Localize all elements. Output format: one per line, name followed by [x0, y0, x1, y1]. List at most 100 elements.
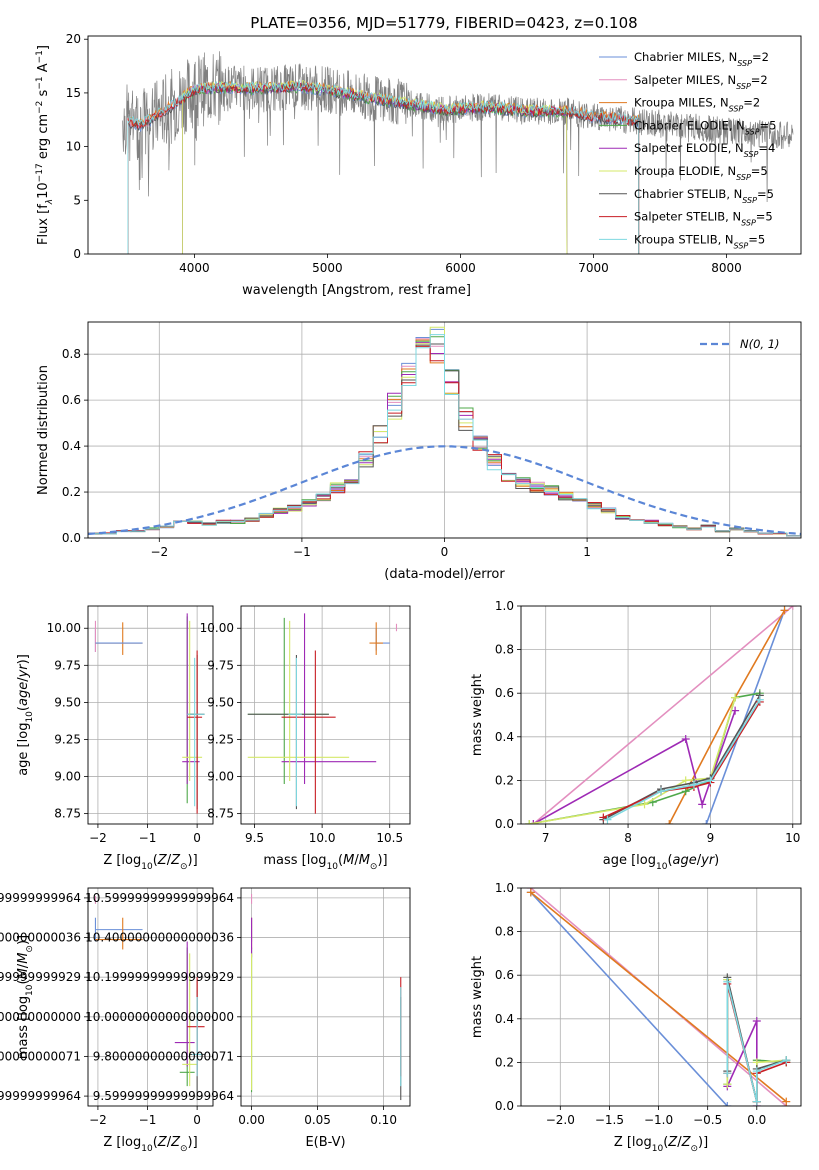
plot-area — [122, 51, 794, 254]
weight-line — [668, 610, 786, 824]
y-tick-label: 0.0 — [495, 817, 514, 831]
y-tick-label: 0.4 — [62, 439, 81, 453]
weight-line — [607, 699, 761, 821]
y-tick-label: 0 — [73, 247, 81, 261]
weight-point — [788, 606, 797, 610]
weight-point — [731, 706, 740, 715]
panel-6: −2 −1 0 9.59999999999999964 9.80000000000000… — [0, 887, 214, 1154]
y-tick-label: 0.6 — [62, 393, 81, 407]
y-tick-label: 0.4 — [495, 730, 514, 744]
x-tick-label: 5000 — [312, 261, 343, 275]
plot-area — [521, 888, 801, 1106]
x-tick-label: 7 — [542, 831, 550, 845]
legend-entry: Chabrier MILES, NSSP=2 — [634, 50, 769, 68]
weight-line — [726, 1020, 758, 1106]
weight-point — [782, 1097, 791, 1106]
plot-area — [88, 606, 213, 824]
x-tick-label: 6000 — [445, 261, 476, 275]
weight-point — [723, 1069, 732, 1078]
x-tick-label: 9 — [707, 831, 715, 845]
x-tick-label: 0.05 — [304, 1113, 331, 1127]
x-tick-label: 10.5 — [376, 831, 403, 845]
weight-point — [640, 800, 649, 809]
x-axis-label: Z [log10(Z/Z⊙)] — [103, 1135, 197, 1154]
x-tick-label: 0 — [441, 545, 449, 559]
y-tick-label: 20 — [66, 32, 81, 46]
plot-area — [241, 606, 410, 824]
legend-entry: Chabrier ELODIE, NSSP=5 — [634, 118, 776, 136]
x-tick-label: −1 — [139, 1113, 157, 1127]
panel-1: 4000 5000 6000 7000 8000 0 5 10 15 20 Chabrier MIL… — [35, 32, 802, 298]
legend-entry: Salpeter STELIB, NSSP=5 — [634, 210, 773, 228]
weight-line — [530, 891, 787, 1103]
y-tick-label: 0.6 — [495, 968, 514, 982]
y-tick-label: 0.8 — [495, 925, 514, 939]
legend: Chabrier MILES, NSSP=2 Salpeter MILES, NS… — [599, 50, 776, 250]
weight-point — [681, 734, 690, 743]
x-tick-label: 0 — [193, 1113, 201, 1127]
y-tick-label: 10.00 — [47, 621, 81, 635]
x-tick-label: −2.0 — [546, 1113, 575, 1127]
y-tick-label: 10.19999999999999929 — [85, 970, 234, 984]
plot-area — [88, 888, 213, 1106]
y-tick-label: 10.40000000000000036 — [85, 931, 234, 945]
x-axis-label: Z [log10(Z/Z⊙)] — [614, 1135, 708, 1154]
axes-frame — [520, 887, 802, 1107]
x-axis-label: (data-model)/error — [384, 567, 505, 582]
y-axis-label: Flux [fλ10−17 erg cm−2 s−1 A−1] — [35, 45, 55, 245]
y-tick-label: 5 — [73, 193, 81, 207]
legend-entry: N(0, 1) — [740, 337, 780, 351]
weight-point — [599, 813, 608, 822]
x-tick-label: −2 — [89, 1113, 107, 1127]
y-axis-label: Normed distribution — [36, 365, 51, 495]
legend-entry: Salpeter ELODIE, NSSP=4 — [634, 141, 775, 159]
x-axis-label: wavelength [Angstrom, rest frame] — [242, 283, 471, 298]
weight-line — [705, 610, 786, 824]
x-tick-label: 0.10 — [370, 1113, 397, 1127]
observed-spectrum — [122, 51, 794, 203]
plot-area — [88, 322, 801, 538]
weight-point — [689, 780, 698, 789]
y-axis-label: mass weight — [470, 956, 485, 1038]
y-tick-label: 10.00000000000000000 — [85, 1010, 234, 1024]
weight-point — [723, 1080, 732, 1089]
y-tick-label: 0.2 — [62, 485, 81, 499]
weight-point — [752, 1097, 761, 1106]
y-tick-label: 9.59999999999999964 — [93, 1089, 234, 1103]
y-tick-label: 0.2 — [495, 1055, 514, 1069]
weight-point — [529, 820, 538, 824]
y-tick-label: 8.75 — [54, 807, 81, 821]
axes-frame — [240, 605, 411, 825]
x-tick-label: 8 — [624, 831, 632, 845]
x-tick-label: 7000 — [578, 261, 609, 275]
weight-point — [782, 1056, 791, 1065]
weight-line — [532, 606, 794, 824]
y-tick-label: 10.59999999999999964 — [85, 891, 234, 905]
x-tick-label: −1.0 — [644, 1113, 673, 1127]
y-tick-label: 10.19999999999999929 — [0, 970, 81, 984]
y-tick-label: 9.25 — [54, 732, 81, 746]
figure-title: PLATE=0356, MJD=51779, FIBERID=0423, z=0… — [250, 14, 637, 32]
weight-point — [755, 695, 764, 704]
x-axis-label: mass [log10(M/M⊙)] — [263, 853, 387, 872]
x-tick-label: 4000 — [179, 261, 210, 275]
panel-2: −2 −1 0 1 2 0.0 0.2 0.4 0.6 0.8 N(0, 1) (data-model… — [36, 321, 802, 582]
weight-point — [731, 693, 740, 702]
y-tick-label: 9.59999999999999964 — [0, 1089, 81, 1103]
x-tick-label: 0.0 — [747, 1113, 766, 1127]
y-tick-label: 9.75 — [207, 658, 234, 672]
y-tick-label: 9.75 — [54, 658, 81, 672]
y-tick-label: 0.2 — [495, 773, 514, 787]
y-tick-label: 10.59999999999999964 — [0, 891, 81, 905]
plot-area — [521, 606, 801, 824]
y-tick-label: 0.8 — [62, 347, 81, 361]
axes-frame — [87, 887, 214, 1107]
y-tick-label: 9.80000000000000071 — [93, 1049, 234, 1063]
y-tick-label: 10.40000000000000036 — [0, 931, 81, 945]
y-tick-label: 9.00 — [207, 770, 234, 784]
x-tick-label: −2 — [89, 831, 107, 845]
weight-point — [723, 977, 732, 986]
weight-point — [681, 776, 690, 785]
x-tick-label: −2 — [150, 545, 168, 559]
